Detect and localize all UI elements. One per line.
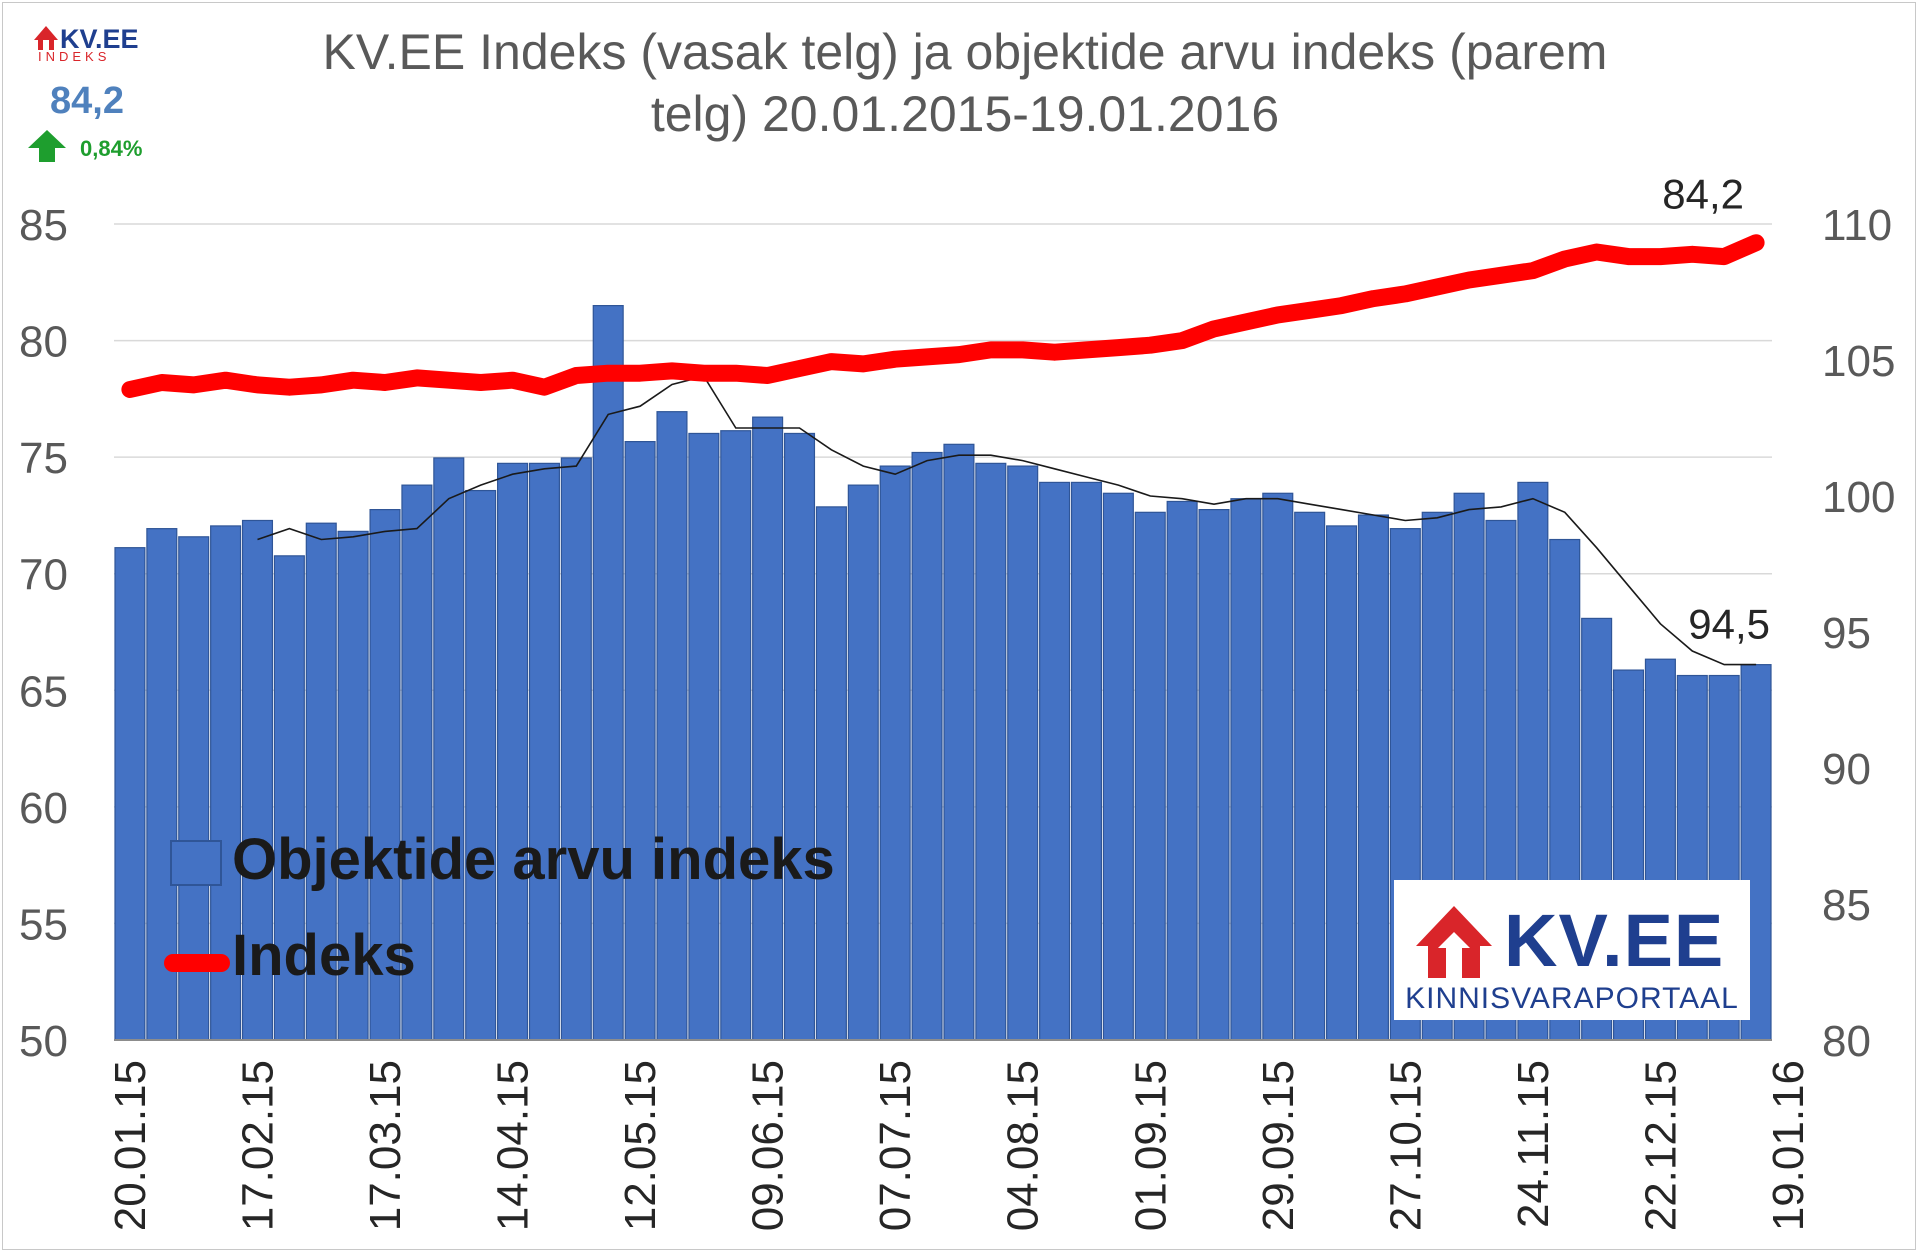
house-logo-icon [1416, 906, 1492, 978]
bar [1166, 500, 1198, 1041]
bar [305, 522, 337, 1041]
x-tick-label: 24.11.15 [1509, 1060, 1558, 1228]
index-line-series [121, 234, 1765, 398]
bar [783, 432, 816, 1041]
bar [528, 462, 560, 1041]
bar [943, 443, 975, 1041]
bar [1230, 498, 1262, 1041]
brand-subtitle: KINNISVARAPORTAAL [1405, 982, 1739, 1015]
bar [1134, 511, 1166, 1041]
index-data-label: 84,2 [1662, 171, 1744, 218]
bar [273, 555, 305, 1041]
badge-logo-sub: INDEKS [38, 49, 110, 62]
bar [1262, 492, 1294, 1041]
bar [592, 305, 624, 1041]
x-tick-label: 01.09.15 [1126, 1060, 1175, 1231]
bar [688, 432, 720, 1041]
y-left-tick-label: 55 [19, 900, 68, 949]
bar [1294, 511, 1326, 1041]
x-tick-label: 22.12.15 [1636, 1060, 1685, 1231]
y-right-tick-label: 90 [1822, 745, 1871, 794]
bar [975, 462, 1007, 1041]
legend-swatch-bars [170, 840, 222, 886]
legend-swatch-line [164, 954, 230, 972]
bar [815, 506, 847, 1041]
badge-logo-text: KV.EE [60, 24, 139, 54]
y-right-tick-label: 110 [1822, 201, 1892, 250]
bar-data-label: 94,5 [1688, 601, 1770, 648]
bar [847, 484, 879, 1041]
bar [1326, 525, 1358, 1041]
bar [752, 416, 784, 1041]
bar [879, 465, 911, 1041]
badge-change-value: 0,84% [80, 136, 143, 161]
bar [433, 457, 465, 1041]
chart-title-line-1: KV.EE Indeks (vasak telg) ja objektide a… [322, 24, 1608, 80]
y-right-tick-label: 80 [1822, 1017, 1871, 1066]
bar [720, 430, 752, 1041]
y-left-tick-label: 60 [19, 784, 68, 833]
bar [241, 519, 274, 1041]
x-tick-label: 17.02.15 [234, 1060, 283, 1231]
kv-ee-indeks-logo: KV.EE INDEKS [34, 24, 139, 62]
x-tick-label: 27.10.15 [1381, 1060, 1430, 1231]
y-left-tick-label: 75 [19, 434, 68, 483]
y-right-tick-label: 100 [1822, 473, 1895, 522]
y-right-tick-label: 85 [1822, 881, 1871, 930]
trend-line-series [257, 375, 1757, 666]
bar [401, 484, 433, 1041]
legend-label-bars: Objektide arvu indeks [232, 827, 835, 892]
badge-index-value: 84,2 [50, 80, 124, 122]
y-left-tick-label: 50 [19, 1017, 68, 1066]
x-tick-label: 29.09.15 [1254, 1060, 1303, 1231]
legend-label-line: Indeks [232, 923, 416, 988]
y-left-tick-label: 80 [19, 318, 68, 367]
x-tick-label: 20.01.15 [106, 1060, 155, 1231]
x-tick-label: 14.04.15 [489, 1060, 538, 1231]
x-tick-label: 07.07.15 [871, 1060, 920, 1231]
y-left-tick-label: 70 [19, 551, 68, 600]
bar [114, 547, 146, 1041]
bar [465, 489, 497, 1041]
x-tick-label: 12.05.15 [616, 1060, 665, 1231]
x-tick-label: 17.03.15 [361, 1060, 410, 1231]
y-right-tick-label: 105 [1822, 337, 1895, 386]
bar [1357, 514, 1389, 1041]
y-left-tick-label: 85 [19, 201, 68, 250]
bar [1007, 465, 1039, 1041]
y-right-tick-label: 95 [1822, 609, 1871, 658]
bar [624, 441, 656, 1041]
y-left-tick-label: 65 [19, 667, 68, 716]
chart-title-line-2: telg) 20.01.2015-19.01.2016 [650, 86, 1280, 142]
up-arrow-icon [28, 130, 66, 162]
x-tick-label: 19.01.16 [1764, 1060, 1813, 1231]
bar [497, 462, 529, 1041]
bar [1198, 509, 1230, 1041]
bar [1039, 481, 1071, 1041]
bar [1102, 492, 1134, 1041]
bar [1070, 481, 1103, 1041]
bar [337, 530, 369, 1041]
brand-name: KV.EE [1504, 899, 1725, 982]
x-tick-label: 09.06.15 [744, 1060, 793, 1231]
bar [656, 411, 688, 1041]
bar [560, 457, 592, 1041]
bar [369, 509, 401, 1041]
brand-logo-box: KV.EE KINNISVARAPORTAAL [1394, 880, 1750, 1020]
bar [911, 451, 943, 1041]
x-tick-label: 04.08.15 [999, 1060, 1048, 1231]
